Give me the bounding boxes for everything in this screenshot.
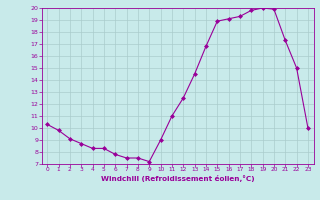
X-axis label: Windchill (Refroidissement éolien,°C): Windchill (Refroidissement éolien,°C) [101, 175, 254, 182]
